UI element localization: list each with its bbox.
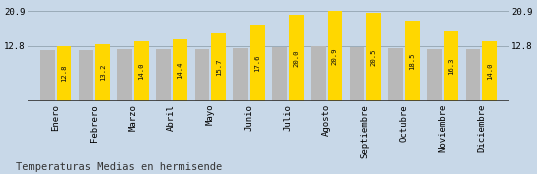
Bar [388, 48, 403, 101]
Bar [212, 33, 226, 101]
Text: 20.5: 20.5 [371, 48, 376, 66]
Bar [40, 50, 55, 101]
Text: 16.3: 16.3 [448, 57, 454, 75]
Bar [328, 11, 342, 101]
Bar [95, 44, 110, 101]
Text: 13.2: 13.2 [99, 64, 106, 81]
Bar [156, 49, 171, 101]
Bar [311, 46, 325, 101]
Text: 18.5: 18.5 [409, 53, 415, 70]
Bar [272, 47, 287, 101]
Text: Temperaturas Medias en hermisende: Temperaturas Medias en hermisende [16, 162, 222, 172]
Text: 14.0: 14.0 [487, 62, 493, 80]
Text: 15.7: 15.7 [216, 58, 222, 76]
Text: 14.4: 14.4 [177, 61, 183, 79]
Bar [195, 49, 209, 101]
Bar [117, 49, 132, 101]
Bar [466, 49, 481, 101]
Bar [134, 41, 149, 101]
Bar [78, 50, 93, 101]
Text: 14.0: 14.0 [139, 62, 144, 80]
Bar [56, 46, 71, 101]
Bar [366, 13, 381, 101]
Bar [250, 25, 265, 101]
Text: 20.0: 20.0 [293, 49, 299, 67]
Bar [444, 31, 459, 101]
Bar [173, 39, 187, 101]
Bar [405, 21, 420, 101]
Bar [289, 15, 303, 101]
Text: 17.6: 17.6 [255, 54, 260, 72]
Bar [482, 41, 497, 101]
Bar [234, 48, 248, 101]
Text: 20.9: 20.9 [332, 47, 338, 65]
Bar [427, 49, 442, 101]
Text: 12.8: 12.8 [61, 65, 67, 82]
Bar [350, 47, 364, 101]
